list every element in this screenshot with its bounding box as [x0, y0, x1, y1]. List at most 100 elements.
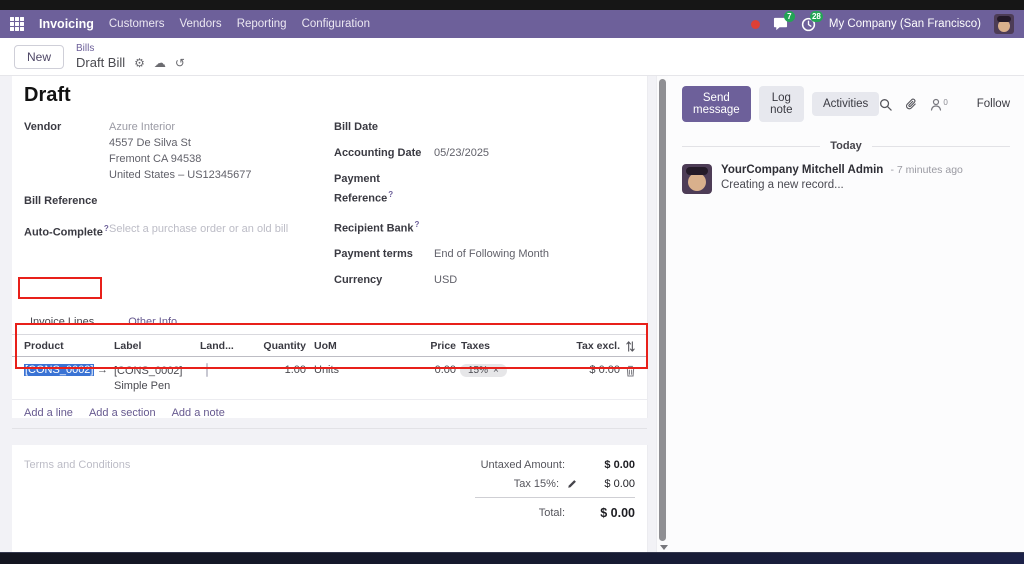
invoice-line-row[interactable]: [CONS_0002] Sim→ [CONS_0002] Simple Pen … [12, 357, 647, 401]
col-landed[interactable]: Land... [200, 340, 234, 353]
untaxed-amount-label: Untaxed Amount: [480, 459, 565, 471]
col-uom[interactable]: UoM [314, 340, 337, 353]
currency-label: Currency [334, 274, 383, 287]
form-area: Draft Vendor Azure Interior 4557 De Silv… [0, 76, 656, 552]
terms-and-conditions-input[interactable]: Terms and Conditions [24, 459, 131, 471]
bill-date-label: Bill Date [334, 121, 379, 133]
col-product[interactable]: Product [24, 340, 64, 353]
save-cloud-icon[interactable]: ☁ [153, 55, 166, 70]
menu-configuration[interactable]: Configuration [301, 18, 370, 30]
add-section-link[interactable]: Add a section [88, 407, 156, 420]
breadcrumb-bills[interactable]: Bills [76, 42, 95, 54]
col-quantity[interactable]: Quantity [263, 340, 306, 353]
optional-columns-icon[interactable] [620, 341, 636, 352]
follow-button[interactable]: Follow [976, 98, 1010, 110]
search-messages-icon[interactable] [879, 98, 893, 111]
vendor-address-line: Fremont CA 94538 [109, 153, 202, 165]
col-tax-excl[interactable]: Tax excl. [576, 340, 620, 353]
vendor-label: Vendor [24, 121, 62, 133]
label-cell[interactable]: [CONS_0002] Simple Pen [114, 364, 200, 394]
accounting-date-input[interactable]: 05/23/2025 [434, 147, 490, 159]
tax-tag-label: 15% [468, 365, 489, 377]
scrollbar-down-arrow[interactable] [659, 545, 668, 550]
send-message-button[interactable]: Send message [682, 86, 751, 122]
window-top-strip [0, 0, 1024, 10]
scrollbar-thumb[interactable] [659, 79, 666, 541]
apps-grid-icon[interactable] [10, 17, 24, 31]
totals-block: Untaxed Amount: $ 0.00 Tax 15%: $ 0.00 T… [395, 459, 635, 538]
main-content: Draft Vendor Azure Interior 4557 De Silv… [0, 76, 1024, 552]
menu-customers[interactable]: Customers [108, 18, 165, 30]
landed-cost-checkbox[interactable] [206, 363, 208, 378]
product-cell[interactable]: [CONS_0002] Sim→ [24, 364, 114, 377]
field-vendor: Vendor Azure Interior 4557 De Silva St F… [24, 119, 334, 183]
col-label[interactable]: Label [114, 340, 142, 353]
quantity-cell[interactable]: 1.00 [284, 364, 306, 377]
tab-other-info[interactable]: Other Info [128, 316, 178, 329]
payment-terms-label: Payment terms [334, 248, 413, 261]
label-code: [CONS_0002] [114, 365, 183, 378]
status-title: Draft [24, 84, 71, 106]
chatter-panel: Send message Log note Activities 0 Follo… [668, 76, 1024, 552]
message-author-avatar[interactable] [682, 164, 712, 194]
chatter-message: YourCompany Mitchell Admin - 7 minutes a… [682, 164, 1010, 194]
chatter-toolbar: Send message Log note Activities 0 Follo… [682, 86, 1010, 122]
tax-row: Tax 15%: $ 0.00 [395, 478, 635, 490]
gear-icon[interactable]: ⚙ [134, 55, 145, 70]
messages-badge: 7 [783, 11, 795, 22]
untaxed-amount-row: Untaxed Amount: $ 0.00 [395, 459, 635, 471]
log-note-button[interactable]: Log note [758, 86, 804, 122]
message-author[interactable]: YourCompany Mitchell Admin [721, 164, 884, 176]
new-button[interactable]: New [14, 44, 65, 69]
invoice-lines-header: Product Label Land... Quantity UoM Price… [12, 335, 647, 358]
breadcrumb-current: Draft Bill [76, 54, 126, 70]
payment-terms-input[interactable]: End of Following Month [434, 248, 549, 261]
auto-complete-input[interactable]: Select a purchase order or an old bill [109, 223, 289, 235]
internal-link-arrow-icon[interactable]: → [97, 364, 108, 377]
attachments-icon[interactable] [905, 98, 917, 111]
edit-tax-pencil-icon[interactable] [567, 479, 577, 489]
currency-input[interactable]: USD [434, 274, 458, 287]
help-icon: ? [414, 219, 420, 229]
field-currency: Currency USD [334, 272, 635, 288]
help-icon: ? [103, 224, 109, 233]
app-name[interactable]: Invoicing [39, 17, 94, 31]
uom-cell[interactable]: Units [314, 364, 340, 377]
product-input-selected[interactable]: [CONS_0002] Sim [24, 364, 94, 377]
activities-badge: 28 [809, 10, 823, 22]
tax-tag: 15% × [460, 364, 507, 378]
tab-invoice-lines[interactable]: Invoice Lines [30, 316, 95, 329]
total-row: Total: $ 0.00 [395, 506, 635, 520]
notebook-tabs: Invoice Lines Other Info [12, 312, 647, 336]
menu-vendors[interactable]: Vendors [179, 18, 222, 30]
col-taxes[interactable]: Taxes [461, 340, 490, 353]
tax-remove-icon[interactable]: × [493, 365, 499, 377]
field-bill-date: Bill Date [334, 119, 635, 135]
message-timestamp: - 7 minutes ago [890, 164, 963, 176]
chat-bubble-icon [773, 17, 787, 31]
menu-reporting[interactable]: Reporting [236, 18, 287, 30]
add-line-link[interactable]: Add a line [24, 407, 73, 420]
bill-reference-label: Bill Reference [24, 195, 98, 207]
messages-icon[interactable]: 7 [773, 11, 795, 31]
add-note-link[interactable]: Add a note [171, 407, 225, 420]
vendor-input[interactable]: Azure Interior [109, 121, 176, 133]
total-value: $ 0.00 [600, 506, 635, 520]
col-price[interactable]: Price [430, 340, 456, 353]
totals-sheet: Terms and Conditions Untaxed Amount: $ 0… [12, 445, 648, 552]
auto-complete-label: Auto-Complete? [24, 224, 109, 239]
label-name: Simple Pen [114, 380, 171, 393]
discard-undo-icon[interactable]: ↺ [174, 55, 185, 70]
taxes-cell[interactable]: 15% × [456, 364, 546, 378]
delete-row-icon[interactable] [620, 365, 636, 377]
company-switcher[interactable]: My Company (San Francisco) [828, 18, 981, 30]
activities-button[interactable]: Activities [811, 92, 880, 116]
form-fields: Vendor Azure Interior 4557 De Silva St F… [12, 119, 647, 298]
vertical-scrollbar[interactable] [656, 76, 668, 552]
activities-icon[interactable]: 28 [801, 10, 823, 32]
tax-value: $ 0.00 [604, 478, 635, 490]
payment-reference-label: Payment Reference? [334, 173, 394, 205]
followers-icon[interactable]: 0 [930, 98, 948, 111]
price-cell[interactable]: 0.00 [434, 364, 456, 377]
user-avatar[interactable] [994, 14, 1014, 34]
